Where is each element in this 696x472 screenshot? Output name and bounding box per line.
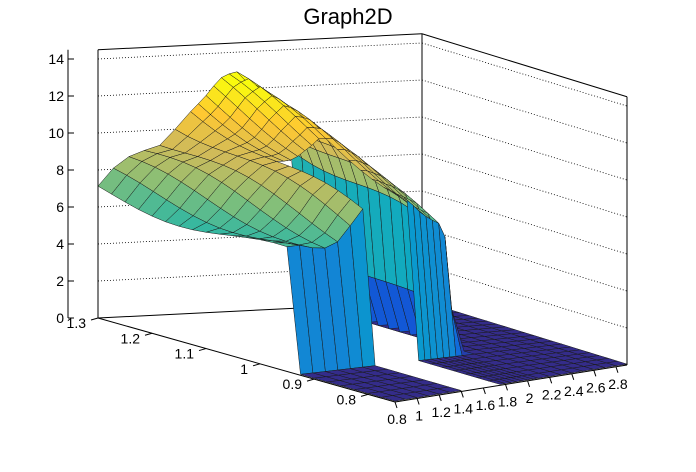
y-tick [360,393,369,397]
x-tick [615,366,619,373]
y-tick-label: 0.8 [337,391,357,407]
x-tick-label: 1 [415,407,423,423]
x-tick-label: 1.4 [454,400,474,416]
z-tick-label: 10 [48,125,64,141]
z-tick-label: 8 [56,162,64,178]
x-tick-label: 2.2 [542,386,562,402]
box-edge [421,33,628,98]
x-tick [549,377,553,384]
x-tick [505,384,508,391]
z-tick-label: 14 [48,51,64,67]
z-tick-label: 12 [48,88,64,104]
box-edge [97,33,423,51]
x-tick [593,370,597,377]
surface-mesh [97,71,628,402]
x-tick-label: 1.6 [476,397,496,413]
y-tick-label: 1.1 [175,346,195,362]
x-tick-label: 2 [526,390,534,406]
x-tick [527,380,531,388]
x-tick [571,373,575,380]
y-tick [198,348,207,352]
z-tick-label: 6 [56,199,64,215]
x-tick-label: 2.6 [586,379,606,395]
x-tick [394,401,398,409]
y-tick [306,378,315,382]
z-gridline [97,42,423,60]
box-edge [394,364,628,403]
x-tick-label: 1.2 [431,404,451,420]
x-tick-label: 2.4 [564,383,584,399]
chart-title: Graph2D [303,4,393,29]
y-tick [90,317,99,321]
surface-cell [437,386,462,393]
x-tick [416,398,420,405]
box-edge [97,317,396,403]
x-tick [482,387,486,395]
z-gridline [421,79,628,144]
z-tick-label: 4 [56,236,64,252]
y-tick-label: 1.3 [67,315,87,331]
x-tick [460,391,464,398]
y-tick-label: 1.2 [121,330,141,346]
z-gridline [421,42,628,107]
y-tick [144,332,153,336]
z-gridline [421,190,628,255]
axis-box-front [97,317,628,403]
z-gridline [421,227,628,292]
y-tick-label: 0.9 [283,376,303,392]
y-tick [252,363,261,367]
surface-cell [606,360,628,367]
z-tick-label: 2 [56,273,64,289]
z-tick-label: 0 [56,310,64,326]
x-tick [438,394,442,402]
x-tick-label: 1.8 [498,393,518,409]
y-tick-label: 1 [240,361,248,377]
x-tick-label: 0.8 [387,411,407,427]
z-gridline [421,153,628,218]
x-tick-label: 2.8 [608,376,628,392]
z-gridline [421,116,628,181]
